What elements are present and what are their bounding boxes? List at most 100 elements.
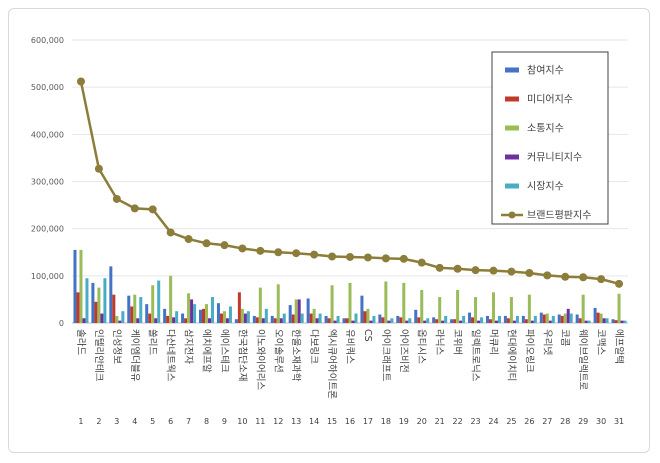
bar xyxy=(524,319,528,323)
bar xyxy=(327,318,331,323)
rank-label: 2 xyxy=(96,417,101,426)
line-point xyxy=(274,248,283,257)
y-tick-label: 0 xyxy=(59,319,64,328)
bar xyxy=(497,315,501,323)
rank-label: 9 xyxy=(222,417,227,426)
bar xyxy=(488,319,492,323)
bar xyxy=(306,298,310,323)
bar xyxy=(243,313,247,323)
category-label: 케이엠더블유 xyxy=(129,329,141,382)
bar xyxy=(276,284,280,323)
bar xyxy=(109,266,113,323)
bar xyxy=(459,320,463,323)
bar xyxy=(264,308,268,323)
bar xyxy=(551,315,555,323)
rank-label: 23 xyxy=(470,417,480,426)
bar xyxy=(620,320,624,323)
bar xyxy=(190,299,194,323)
category-label: 인성정보 xyxy=(111,329,122,364)
line-point xyxy=(220,241,229,250)
rank-label: 20 xyxy=(417,417,427,426)
bar xyxy=(139,297,143,323)
bar xyxy=(318,313,322,323)
bar xyxy=(539,312,543,323)
bar xyxy=(97,287,101,323)
bar xyxy=(596,312,600,323)
bar xyxy=(184,318,188,323)
bar xyxy=(127,295,131,323)
bar xyxy=(533,315,537,323)
bar xyxy=(420,289,424,323)
category-label: 에프알텍 xyxy=(613,329,624,364)
bar xyxy=(312,308,316,323)
bar xyxy=(485,315,489,323)
bar xyxy=(148,313,152,323)
category-label: CS xyxy=(362,329,373,342)
bar xyxy=(614,320,618,323)
legend-swatch xyxy=(505,67,519,73)
bars xyxy=(73,249,627,323)
x-axis-categories: 솔라드 인텔리안테크 인성정보 케이엠더블유 쏠리드 다산네트웍스 삼지전자 에치에프알 에이스… xyxy=(75,329,624,399)
rank-label: 29 xyxy=(578,417,588,426)
line-point xyxy=(148,205,157,214)
bar xyxy=(569,313,573,323)
bar xyxy=(115,315,119,323)
category-label: 한국첨단소재 xyxy=(236,329,247,381)
bar xyxy=(202,308,206,323)
bar xyxy=(435,319,439,323)
line-point xyxy=(166,228,175,237)
bar xyxy=(336,315,340,323)
bar xyxy=(578,318,582,323)
legend-swatch-marker xyxy=(508,211,516,219)
category-label: 파이오링크 xyxy=(523,329,535,373)
rank-label: 5 xyxy=(150,417,155,426)
line-point xyxy=(328,252,337,261)
category-label: 한울소재과학 xyxy=(290,329,301,382)
line-point xyxy=(471,266,480,275)
legend-entry: 미디어지수 xyxy=(527,94,573,106)
bar xyxy=(617,293,621,323)
bar xyxy=(351,320,355,323)
rank-label: 30 xyxy=(596,417,606,426)
category-label: 다보링크 xyxy=(308,329,320,364)
bar xyxy=(453,319,457,323)
bar xyxy=(384,281,388,323)
rank-label: 14 xyxy=(309,417,319,426)
bar xyxy=(163,308,167,323)
line-point xyxy=(453,264,462,273)
line-point xyxy=(238,244,247,253)
rank-label: 27 xyxy=(542,417,552,426)
bar xyxy=(240,308,244,323)
line-point xyxy=(94,164,103,173)
category-label: 옵티시스 xyxy=(416,329,427,364)
bar xyxy=(219,313,223,323)
bar xyxy=(509,297,513,323)
rank-label: 11 xyxy=(255,417,265,426)
bar xyxy=(237,292,241,323)
bar xyxy=(273,318,277,323)
bar xyxy=(557,314,561,323)
bar xyxy=(575,314,579,323)
bar xyxy=(354,313,358,323)
bar xyxy=(593,307,597,323)
bar xyxy=(187,293,191,323)
y-tick-label: 400,000 xyxy=(31,130,64,139)
bar xyxy=(157,280,161,323)
bar xyxy=(169,275,173,323)
bar xyxy=(581,294,585,323)
line-point xyxy=(435,263,444,272)
bar xyxy=(133,294,137,323)
bar xyxy=(530,320,534,323)
bar xyxy=(294,299,298,323)
rank-label: 8 xyxy=(204,417,209,426)
bar xyxy=(82,318,86,323)
rank-label: 12 xyxy=(273,417,283,426)
bar xyxy=(324,315,328,323)
bar xyxy=(474,297,478,323)
bar xyxy=(261,318,265,323)
bar xyxy=(360,295,364,323)
line-point xyxy=(184,235,193,244)
bar xyxy=(584,320,588,323)
bar xyxy=(366,308,370,323)
